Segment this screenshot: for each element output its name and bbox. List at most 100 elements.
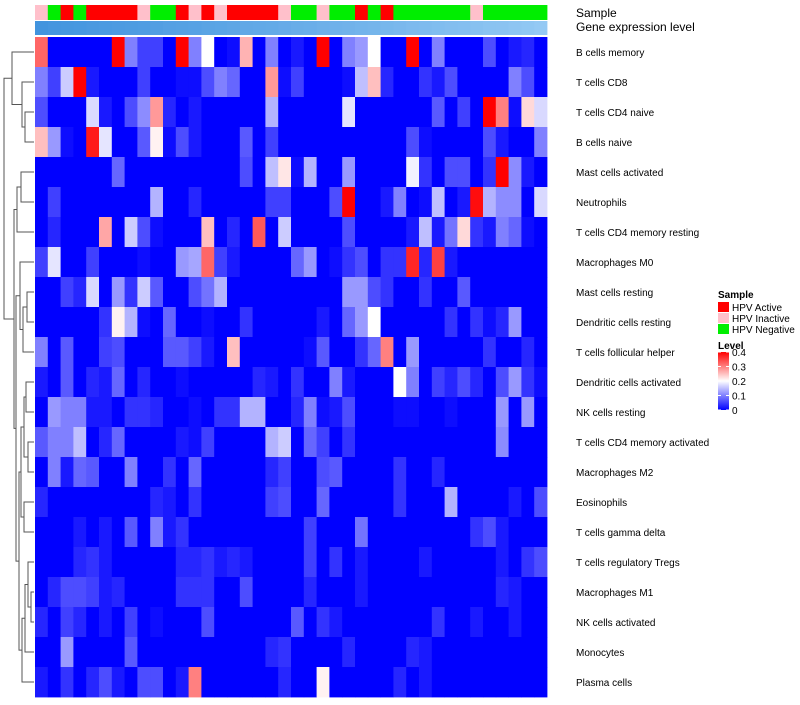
gene-expression-cell [227, 21, 241, 35]
heatmap-cell [60, 187, 74, 218]
sample-annotation-cell [380, 5, 394, 20]
heatmap-cell [406, 277, 420, 308]
heatmap-cell [175, 577, 189, 608]
heatmap-cell [367, 577, 381, 608]
heatmap-cell [252, 607, 266, 638]
gene-expression-cell [470, 21, 484, 35]
heatmap-cell [534, 517, 548, 548]
heatmap-cell [534, 157, 548, 188]
heatmap-cell [188, 577, 202, 608]
heatmap-cell [393, 427, 407, 458]
sample-annotation-cell [508, 5, 522, 20]
heatmap-cell [431, 427, 445, 458]
heatmap-cell [329, 667, 343, 698]
heatmap-cell [470, 397, 484, 428]
heatmap-cell [291, 97, 305, 128]
heatmap-cell [188, 667, 202, 698]
heatmap-cell [419, 307, 433, 338]
heatmap-cell [111, 517, 125, 548]
heatmap-cell [214, 487, 228, 518]
sample-annotation-cell [35, 5, 49, 20]
heatmap-cell [175, 157, 189, 188]
heatmap-cell [444, 547, 458, 578]
heatmap-cell [227, 367, 241, 398]
heatmap-cell [124, 307, 138, 338]
heatmap-cell [534, 277, 548, 308]
row-label: Monocytes [576, 648, 624, 659]
heatmap-cell [316, 637, 330, 668]
heatmap-cell [201, 37, 215, 68]
heatmap-cell [495, 277, 509, 308]
heatmap-cell [73, 547, 87, 578]
heatmap-cell [73, 397, 87, 428]
level-tick-label: 0.1 [732, 392, 746, 403]
heatmap-cell [163, 247, 177, 278]
heatmap-cell [483, 637, 497, 668]
heatmap-cell [47, 517, 61, 548]
heatmap-cell [124, 127, 138, 158]
heatmap-cell [521, 547, 535, 578]
heatmap-cell [470, 157, 484, 188]
heatmap-cell [419, 667, 433, 698]
heatmap-cell [73, 667, 87, 698]
heatmap-cell [534, 97, 548, 128]
heatmap-cell [419, 277, 433, 308]
heatmap-cell [47, 247, 61, 278]
heatmap-cell [367, 367, 381, 398]
heatmap-cell [470, 517, 484, 548]
heatmap-cell [291, 367, 305, 398]
heatmap-cell [47, 607, 61, 638]
heatmap-cell [291, 637, 305, 668]
heatmap-cell [508, 247, 522, 278]
heatmap-cell [47, 127, 61, 158]
heatmap-cell [380, 37, 394, 68]
heatmap-cell [419, 487, 433, 518]
heatmap-cell [73, 127, 87, 158]
heatmap-cell [99, 127, 113, 158]
heatmap-cell [150, 67, 164, 98]
heatmap-cell [227, 307, 241, 338]
heatmap-cell [175, 277, 189, 308]
heatmap-cell [124, 637, 138, 668]
heatmap-cell [393, 457, 407, 488]
heatmap-cell [303, 547, 317, 578]
heatmap-cell [35, 397, 49, 428]
heatmap-cell [150, 277, 164, 308]
heatmap-cell [342, 367, 356, 398]
heatmap-cell [457, 37, 471, 68]
heatmap-cell [278, 637, 292, 668]
heatmap-cell [265, 67, 279, 98]
heatmap-cell [521, 247, 535, 278]
heatmap-cell [521, 427, 535, 458]
heatmap-cell [227, 487, 241, 518]
row-label: T cells CD4 memory activated [576, 438, 709, 449]
dendrogram-branch [22, 306, 34, 353]
sample-annotation-bar [35, 5, 548, 20]
heatmap-cell [201, 607, 215, 638]
gene-expression-cell [201, 21, 215, 35]
heatmap-cell [457, 367, 471, 398]
heatmap-cell [508, 67, 522, 98]
heatmap-cell [252, 577, 266, 608]
heatmap-cell [265, 247, 279, 278]
sample-annotation-cell [355, 5, 369, 20]
heatmap-cell [393, 397, 407, 428]
heatmap-cell [406, 367, 420, 398]
level-legend-title: Level [718, 341, 744, 352]
heatmap-cell [431, 97, 445, 128]
heatmap-cell [111, 277, 125, 308]
heatmap-cell [278, 67, 292, 98]
gene-expression-cell [73, 21, 87, 35]
heatmap-cell [35, 547, 49, 578]
heatmap-cell [508, 157, 522, 188]
sample-legend-title: Sample [718, 290, 754, 301]
heatmap-cell [150, 37, 164, 68]
heatmap-cell [329, 547, 343, 578]
gene-expression-cell [99, 21, 113, 35]
heatmap-cell [355, 457, 369, 488]
heatmap-cell [73, 577, 87, 608]
heatmap-cell [278, 277, 292, 308]
heatmap-cell [163, 127, 177, 158]
heatmap-cell [495, 217, 509, 248]
sample-annotation-cell [483, 5, 497, 20]
